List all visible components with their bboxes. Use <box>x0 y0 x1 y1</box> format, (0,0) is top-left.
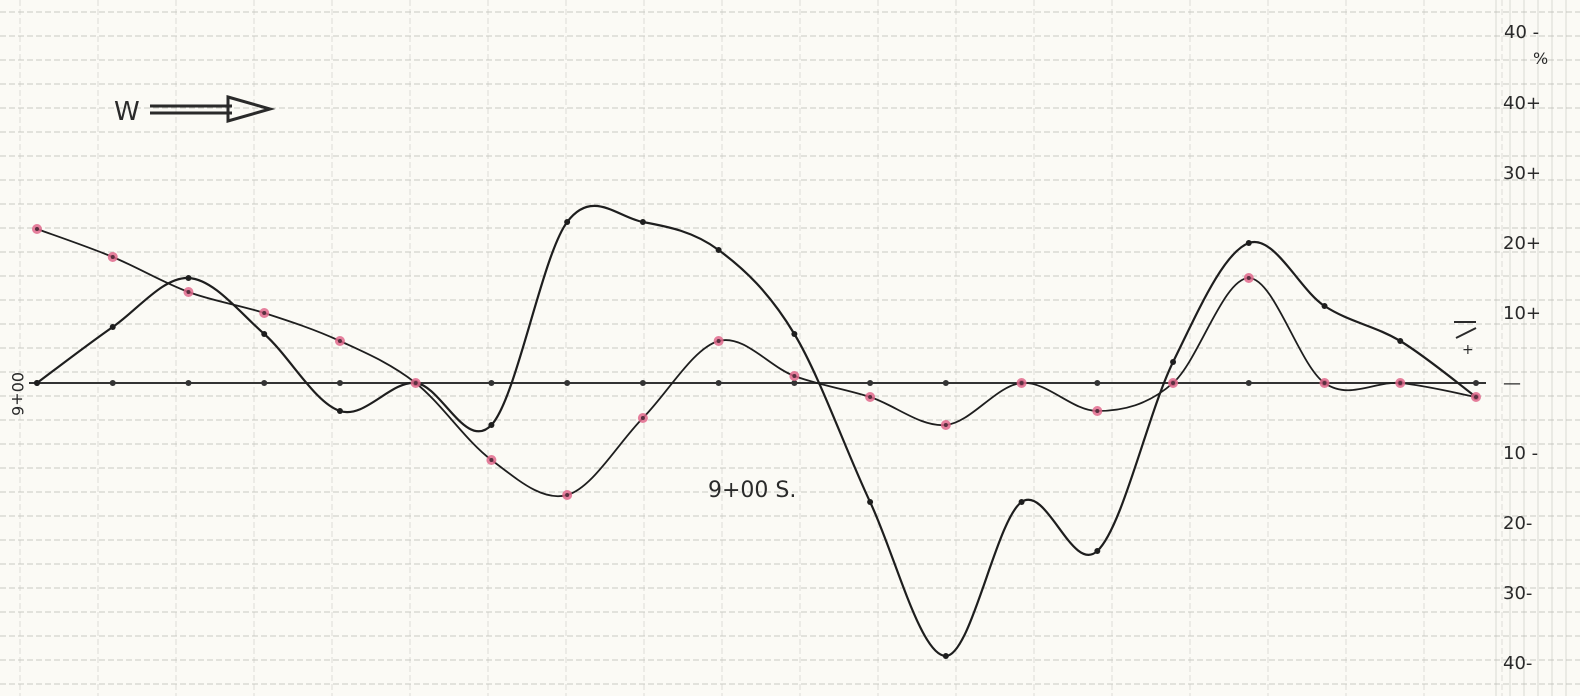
direction-label: W <box>114 97 140 127</box>
y-tick-labels: 40+ 30+ 20+ 10+ — 10 - 20- 30- 40- <box>1503 93 1541 674</box>
data-point-core-series-2 <box>565 493 570 497</box>
data-point-series-1 <box>1321 303 1328 309</box>
data-point-series-1 <box>336 408 343 414</box>
zero-axis-dot <box>1245 380 1252 386</box>
data-point-core-series-2 <box>716 339 721 343</box>
zero-axis-dot <box>185 380 192 386</box>
y-tick-label: — <box>1503 373 1521 394</box>
zero-axis-dot <box>488 380 495 386</box>
top-tick-label: 40 - <box>1504 22 1539 43</box>
sign-marker: + <box>1454 321 1477 358</box>
zero-axis-dot <box>564 380 571 386</box>
data-point-series-1 <box>34 380 40 386</box>
zero-axis-dot <box>336 380 343 386</box>
data-point-series-1 <box>1018 499 1025 505</box>
data-point-series-1 <box>564 219 571 225</box>
station-label: 9+00 S. <box>708 478 796 503</box>
percent-unit-label: % <box>1533 49 1548 68</box>
data-point-series-1 <box>1170 359 1177 365</box>
y-tick-label: 10 - <box>1503 443 1538 464</box>
data-point-core-series-2 <box>1171 381 1176 385</box>
data-point-core-series-2 <box>1095 409 1100 413</box>
data-point-core-series-2 <box>413 381 418 385</box>
data-point-core-series-2 <box>792 374 797 378</box>
zero-axis-dot <box>791 380 798 386</box>
series-line-2 <box>36 228 1477 498</box>
zero-axis-dot <box>715 380 722 386</box>
data-point-series-1 <box>1245 240 1252 246</box>
data-point-core-series-2 <box>489 458 494 462</box>
data-point-series-1 <box>185 275 192 281</box>
data-point-series-1 <box>942 653 949 659</box>
data-point-core-series-2 <box>35 227 39 231</box>
y-tick-label: 30- <box>1503 583 1532 604</box>
zero-axis <box>29 380 1486 386</box>
y-tick-label: 20+ <box>1503 233 1541 254</box>
zero-axis-dot <box>261 380 268 386</box>
data-point-series-1 <box>715 247 722 253</box>
data-point-core-series-2 <box>337 339 342 343</box>
zero-axis-dot <box>109 380 116 386</box>
data-point-series-1 <box>639 219 646 225</box>
zero-axis-dot <box>942 380 949 386</box>
data-point-core-series-2 <box>1474 395 1478 399</box>
direction-arrow-icon <box>150 95 276 123</box>
data-point-core-series-2 <box>640 416 645 420</box>
data-markers <box>32 219 1481 659</box>
data-point-core-series-2 <box>868 395 873 399</box>
data-point-series-1 <box>261 331 268 337</box>
data-point-series-1 <box>791 331 798 337</box>
zero-axis-dot <box>1094 380 1101 386</box>
data-point-series-1 <box>109 324 116 330</box>
data-point-core-series-2 <box>1019 381 1024 385</box>
zero-axis-dot <box>867 380 874 386</box>
data-point-series-1 <box>1094 548 1101 554</box>
data-point-core-series-2 <box>943 423 948 427</box>
data-point-series-1 <box>1397 338 1404 344</box>
y-tick-label: 10+ <box>1503 303 1541 324</box>
y-tick-label: 30+ <box>1503 163 1541 184</box>
y-tick-label: 40+ <box>1503 93 1541 114</box>
data-point-core-series-2 <box>186 290 191 294</box>
data-point-core-series-2 <box>1322 381 1327 385</box>
zero-axis-dot <box>639 380 646 386</box>
left-edge-label: 00+6 <box>8 372 27 416</box>
sign-plus-label: + <box>1462 342 1474 358</box>
data-point-series-1 <box>867 499 874 505</box>
y-tick-label: 40- <box>1503 653 1532 674</box>
data-point-series-1 <box>488 422 495 428</box>
zero-axis-dot <box>1473 380 1479 386</box>
y-tick-label: 20- <box>1503 513 1532 534</box>
data-point-core-series-2 <box>110 255 115 259</box>
data-point-core-series-2 <box>262 311 267 315</box>
data-point-core-series-2 <box>1398 381 1403 385</box>
data-point-core-series-2 <box>1246 276 1251 280</box>
